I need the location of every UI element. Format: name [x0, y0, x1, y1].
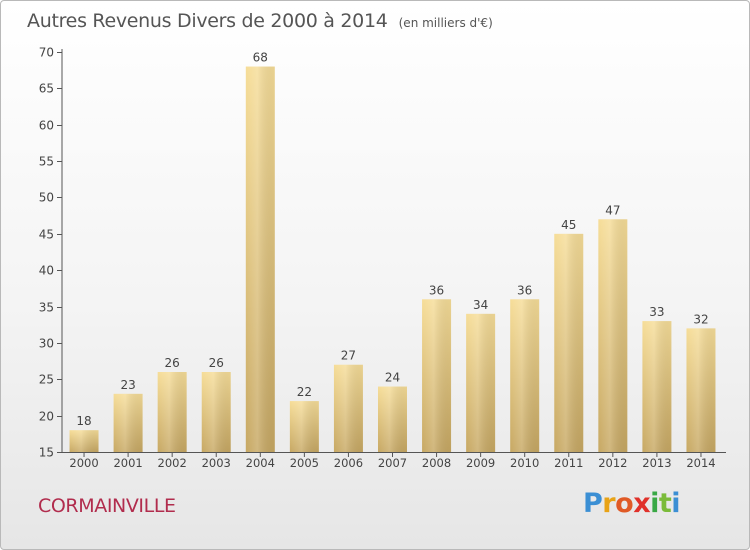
x-tick-label: 2006	[334, 456, 363, 470]
y-tick-label: 15	[39, 446, 54, 460]
proxiti-logo: Proxiti	[583, 488, 681, 519]
y-tick-label: 60	[39, 119, 54, 133]
x-tick-label: 2010	[510, 456, 539, 470]
x-tick-label: 2011	[554, 456, 583, 470]
y-tick-label: 45	[39, 228, 54, 242]
bar-highlight	[598, 219, 628, 452]
y-tick-label: 20	[39, 410, 54, 424]
bar-highlight	[422, 299, 452, 452]
bar-value-label: 33	[649, 305, 664, 319]
y-tick-label: 40	[39, 264, 54, 278]
bar-highlight	[157, 372, 187, 452]
bar-highlight	[289, 401, 319, 452]
bar-highlight	[69, 430, 99, 452]
y-tick-label: 25	[39, 373, 54, 387]
bar-value-label: 26	[209, 356, 224, 370]
bar-highlight	[686, 328, 716, 452]
x-tick-label: 2005	[290, 456, 319, 470]
bar-value-label: 68	[253, 51, 268, 65]
x-tick-label: 2007	[378, 456, 407, 470]
bar-highlight	[245, 66, 275, 452]
y-tick-label: 50	[39, 191, 54, 205]
bar-highlight	[510, 299, 540, 452]
bar-value-label: 27	[341, 349, 356, 363]
bar-value-label: 23	[120, 378, 135, 392]
x-tick-label: 2009	[466, 456, 495, 470]
x-tick-label: 2002	[158, 456, 187, 470]
y-tick-label: 55	[39, 155, 54, 169]
bar-highlight	[333, 364, 363, 452]
y-tick-label: 30	[39, 337, 54, 351]
chart-title: Autres Revenus Divers de 2000 à 2014	[27, 10, 388, 32]
chart-title-row: Autres Revenus Divers de 2000 à 2014 (en…	[27, 10, 493, 32]
x-tick-label: 2014	[686, 456, 715, 470]
x-tick-label: 2001	[113, 456, 142, 470]
y-tick-label: 65	[39, 82, 54, 96]
chart-subtitle: (en milliers d'€)	[398, 16, 493, 30]
bar-highlight	[642, 321, 672, 452]
bar-value-label: 18	[76, 414, 91, 428]
bar-value-label: 47	[605, 203, 620, 217]
bar-highlight	[466, 313, 496, 452]
x-tick-label: 2012	[598, 456, 627, 470]
y-tick-label: 70	[39, 46, 54, 60]
bar-value-label: 32	[693, 312, 708, 326]
x-tick-label: 2008	[422, 456, 451, 470]
bar-highlight	[113, 393, 143, 452]
bar-highlight	[201, 372, 231, 452]
bar-value-label: 45	[561, 218, 576, 232]
y-tick-label: 35	[39, 301, 54, 315]
bar-highlight	[378, 386, 407, 452]
commune-name: CORMAINVILLE	[38, 495, 176, 517]
x-tick-label: 2004	[246, 456, 275, 470]
bar-value-label: 22	[297, 385, 312, 399]
bar-value-label: 24	[385, 371, 400, 385]
bar-highlight	[554, 233, 584, 452]
bar-value-label: 36	[517, 283, 532, 297]
x-tick-label: 2003	[202, 456, 231, 470]
bar-value-label: 36	[429, 283, 444, 297]
bar-value-label: 34	[473, 298, 488, 312]
x-tick-label: 2013	[642, 456, 671, 470]
x-tick-label: 2000	[69, 456, 98, 470]
bar-value-label: 26	[165, 356, 180, 370]
